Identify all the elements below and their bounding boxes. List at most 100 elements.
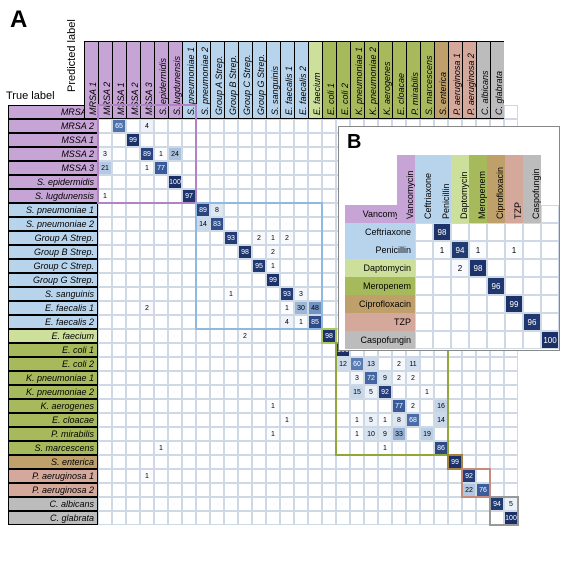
matrix-cell <box>196 287 210 301</box>
matrix-cell <box>392 469 406 483</box>
matrix-cell <box>487 295 505 313</box>
matrix-cell <box>350 483 364 497</box>
matrix-cell <box>294 161 308 175</box>
matrix-cell <box>308 287 322 301</box>
matrix-cell <box>252 301 266 315</box>
matrix-cell <box>126 315 140 329</box>
matrix-cell <box>252 497 266 511</box>
matrix-cell <box>308 441 322 455</box>
matrix-cell <box>252 399 266 413</box>
matrix-cell: 1 <box>266 399 280 413</box>
matrix-cell <box>154 231 168 245</box>
matrix-cell <box>378 399 392 413</box>
matrix-cell <box>154 483 168 497</box>
matrix-cell <box>490 469 504 483</box>
matrix-cell <box>392 511 406 525</box>
matrix-cell <box>154 399 168 413</box>
row-label: S. epidermidis <box>8 175 98 189</box>
matrix-cell <box>210 231 224 245</box>
matrix-cell <box>112 259 126 273</box>
matrix-cell <box>280 119 294 133</box>
matrix-cell <box>238 483 252 497</box>
matrix-cell <box>322 441 336 455</box>
matrix-cell <box>168 119 182 133</box>
matrix-cell <box>238 119 252 133</box>
matrix-cell <box>415 223 433 241</box>
matrix-cell <box>266 483 280 497</box>
matrix-cell <box>224 399 238 413</box>
matrix-cell <box>266 119 280 133</box>
matrix-cell <box>210 329 224 343</box>
col-label: Group B Strep. <box>224 41 238 119</box>
matrix-cell: 15 <box>350 385 364 399</box>
matrix-cell <box>98 343 112 357</box>
matrix-cell: 1 <box>433 241 451 259</box>
matrix-cell <box>415 331 433 349</box>
matrix-cell <box>523 241 541 259</box>
matrix-cell <box>336 427 350 441</box>
matrix-cell: 2 <box>392 371 406 385</box>
matrix-cell <box>308 217 322 231</box>
matrix-cell <box>98 245 112 259</box>
matrix-cell <box>322 245 336 259</box>
matrix-cell <box>406 469 420 483</box>
matrix-cell: 13 <box>364 357 378 371</box>
matrix-cell <box>308 343 322 357</box>
matrix-cell <box>252 203 266 217</box>
matrix-cell <box>112 483 126 497</box>
matrix-cell <box>415 259 433 277</box>
matrix-cell <box>252 147 266 161</box>
matrix-cell <box>504 483 518 497</box>
matrix-cell <box>252 385 266 399</box>
matrix-cell <box>238 343 252 357</box>
matrix-cell <box>224 497 238 511</box>
matrix-cell <box>308 245 322 259</box>
matrix-cell <box>322 217 336 231</box>
matrix-cell <box>252 119 266 133</box>
matrix-cell <box>504 427 518 441</box>
matrix-cell <box>112 469 126 483</box>
row-label: P. mirabilis <box>8 427 98 441</box>
matrix-cell <box>294 483 308 497</box>
row-label: MSSA 1 <box>8 133 98 147</box>
matrix-cell <box>308 133 322 147</box>
matrix-cell <box>210 245 224 259</box>
matrix-cell <box>238 399 252 413</box>
row-label: P. aeruginosa 1 <box>8 469 98 483</box>
row-label: MSSA 2 <box>8 147 98 161</box>
matrix-cell <box>210 399 224 413</box>
row-label: Ciprofloxacin <box>345 295 415 313</box>
matrix-cell <box>476 385 490 399</box>
matrix-cell <box>266 203 280 217</box>
matrix-cell <box>448 413 462 427</box>
matrix-cell <box>420 483 434 497</box>
matrix-cell <box>168 455 182 469</box>
matrix-cell <box>280 217 294 231</box>
col-label: S. pneumoniae 2 <box>196 41 210 119</box>
matrix-cell <box>252 133 266 147</box>
matrix-cell <box>322 371 336 385</box>
matrix-cell <box>126 245 140 259</box>
matrix-cell <box>224 357 238 371</box>
matrix-cell: 1 <box>140 161 154 175</box>
matrix-cell: 77 <box>154 161 168 175</box>
col-label: C. albicans <box>476 41 490 119</box>
matrix-cell <box>154 245 168 259</box>
matrix-cell: 30 <box>294 301 308 315</box>
matrix-cell <box>322 119 336 133</box>
matrix-cell <box>238 427 252 441</box>
matrix-cell <box>126 231 140 245</box>
matrix-cell <box>294 259 308 273</box>
panel-b-label: B <box>347 131 361 154</box>
matrix-cell: 72 <box>364 371 378 385</box>
matrix-cell <box>448 441 462 455</box>
matrix-cell <box>154 203 168 217</box>
col-label: Group G Strep. <box>252 41 266 119</box>
matrix-cell <box>140 273 154 287</box>
matrix-cell <box>448 497 462 511</box>
matrix-cell <box>210 427 224 441</box>
matrix-cell <box>182 371 196 385</box>
matrix-cell <box>210 273 224 287</box>
matrix-cell <box>392 385 406 399</box>
row-label: E. cloacae <box>8 413 98 427</box>
